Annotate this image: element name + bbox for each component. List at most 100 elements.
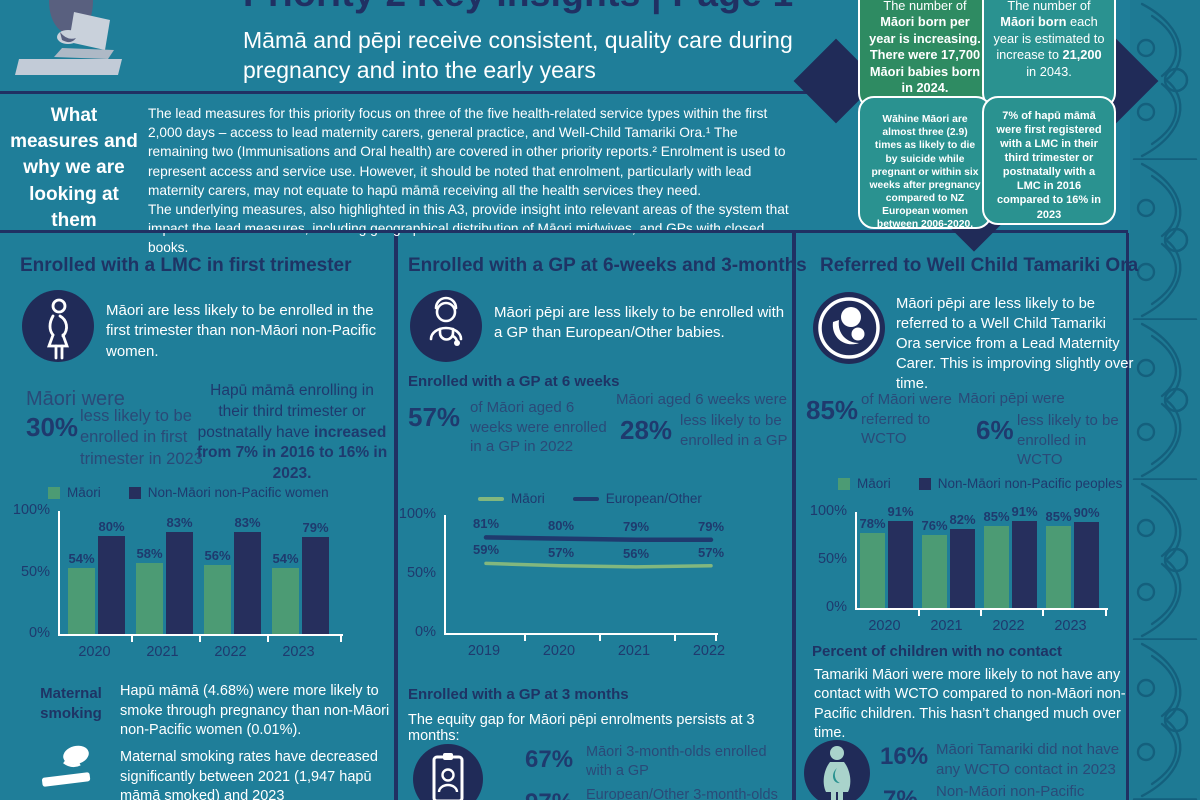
y-axis-tick-label: 50% bbox=[20, 563, 50, 580]
col3-title: Referred to Well Child Tamariki Ora bbox=[820, 255, 1139, 276]
bar-value-label: 54% bbox=[68, 550, 95, 566]
bar: 82% bbox=[949, 512, 976, 608]
line-value-label: 79% bbox=[622, 518, 650, 534]
bar-rect bbox=[166, 531, 193, 634]
col2-chart-legend: Māori European/Other bbox=[478, 491, 702, 506]
no-contact-text: Tamariki Māori were more likely to not h… bbox=[814, 667, 1126, 742]
bar-rect bbox=[302, 536, 329, 634]
stat-box-lmc-registration: 7% of hapū māmā were first registered wi… bbox=[982, 96, 1116, 225]
bar-value-label: 56% bbox=[204, 548, 231, 564]
bar: 76% bbox=[921, 518, 948, 608]
stat-box-births-projection: The number of Māori born each year is es… bbox=[982, 0, 1116, 109]
x-axis-tick bbox=[673, 635, 676, 641]
bar-rect bbox=[1074, 521, 1099, 608]
bar-group: 76% 82% bbox=[921, 512, 976, 608]
maternal-smoking-text-1: Hapū māmā (4.68%) were more likely to sm… bbox=[120, 683, 390, 739]
col1-note-normal: Hapū māmā enrolling in their third trime… bbox=[197, 382, 374, 441]
x-axis-tick-label: 2019 bbox=[467, 643, 501, 659]
gp-enrolment-line-chart: 59% 57% 56% 57% 81% 80% 79% 79% 0% 50% 100% 2019 202… bbox=[398, 506, 748, 659]
bar-value-label: 90% bbox=[1073, 504, 1100, 520]
bar-group: 85% 90% bbox=[1045, 504, 1100, 608]
measures-heading: What measures and why we are looking at … bbox=[10, 105, 138, 231]
wcto-6pct-intro: Māori pēpi were bbox=[958, 390, 1065, 407]
column-divider-1 bbox=[394, 233, 398, 800]
no-contact-7pct: 7% bbox=[883, 786, 918, 800]
x-axis-tick-label: 2021 bbox=[930, 618, 963, 634]
mother-child-koru-icon bbox=[813, 292, 885, 364]
bar-value-label: 83% bbox=[234, 514, 261, 530]
maternal-smoking-text-2: Maternal smoking rates have decreased si… bbox=[120, 749, 378, 800]
bar-value-label: 91% bbox=[1011, 503, 1038, 519]
col1-stat-value: 30% bbox=[26, 412, 79, 442]
x-axis-tick-label: 2020 bbox=[868, 618, 901, 634]
maori-legend-label: Māori bbox=[511, 491, 545, 506]
clipboard-person-icon bbox=[413, 744, 483, 800]
col1-title: Enrolled with a LMC in first trimester bbox=[20, 255, 352, 276]
col3-lead-text: Māori pēpi are less likely to be referre… bbox=[896, 296, 1134, 392]
col2-title: Enrolled with a GP at 6-weeks and 3-mont… bbox=[408, 255, 807, 276]
x-axis-tick-label: 2023 bbox=[1054, 618, 1087, 634]
maternal-smoking-label: Maternal smoking bbox=[40, 685, 102, 723]
col2-lead-text: Māori pēpi are less likely to be enrolle… bbox=[494, 304, 785, 342]
bar-group: 54% 80% bbox=[68, 519, 125, 634]
bar-value-label: 76% bbox=[921, 518, 948, 534]
bar: 90% bbox=[1073, 504, 1100, 608]
line-value-label: 57% bbox=[547, 544, 575, 560]
gp-3months-97pct-text: European/Other 3-month-olds bbox=[586, 787, 778, 800]
x-axis-tick bbox=[130, 636, 133, 642]
gp-3months-67pct: 67% bbox=[525, 746, 574, 773]
x-axis-tick bbox=[979, 610, 982, 616]
x-axis-tick bbox=[598, 635, 601, 641]
maori-legend-label: Māori bbox=[857, 476, 891, 491]
gp-6weeks-subheading: Enrolled with a GP at 6 weeks bbox=[408, 373, 620, 390]
bar: 78% bbox=[859, 516, 886, 608]
gp-6weeks-57pct: 57% bbox=[408, 402, 461, 432]
bar: 54% bbox=[68, 551, 95, 634]
lmc-enrolment-bar-chart: 54% 80% 58% 83% 56% 83% 54% 79% 0% 50% 100% 2020 202… bbox=[12, 502, 362, 660]
col1-stat-intro: Māori were bbox=[26, 388, 125, 410]
bar-rect bbox=[860, 533, 885, 608]
line-value-label: 80% bbox=[547, 517, 575, 533]
cigarette-icon bbox=[40, 742, 98, 796]
y-axis-tick-label: 0% bbox=[415, 624, 436, 640]
bar: 91% bbox=[887, 504, 914, 608]
gp-6weeks-28pct: 28% bbox=[620, 415, 673, 445]
maori-legend-swatch bbox=[838, 477, 850, 490]
bar-rect bbox=[68, 567, 95, 634]
bar-rect bbox=[922, 535, 947, 608]
x-axis-tick-label: 2021 bbox=[146, 644, 179, 660]
bar-value-label: 85% bbox=[1045, 509, 1072, 525]
bar-rect bbox=[984, 526, 1009, 608]
bar-groups: 78% 91% 76% 82% 85% 91% 85% 90% bbox=[857, 504, 1108, 608]
measures-paragraph-2: The underlying measures, also highlighte… bbox=[148, 201, 789, 256]
bar-rect bbox=[1012, 520, 1037, 608]
stat-box-text-bold: Māori born bbox=[1000, 14, 1067, 30]
x-axis-tick bbox=[715, 635, 717, 641]
bar-value-label: 80% bbox=[98, 518, 125, 534]
non-maori-legend-swatch bbox=[128, 486, 141, 499]
bar-value-label: 82% bbox=[949, 512, 976, 528]
gp-6weeks-28pct-text: less likely to be enrolled in a GP bbox=[680, 412, 788, 449]
bar-value-label: 58% bbox=[136, 545, 163, 561]
bar-rect bbox=[272, 567, 299, 634]
line-value-label: 56% bbox=[622, 545, 650, 561]
measures-body: The lead measures for this priority focu… bbox=[148, 104, 800, 257]
bar-value-label: 83% bbox=[166, 514, 193, 530]
chart-plot-area: 78% 91% 76% 82% 85% 91% 85% 90% bbox=[855, 504, 1108, 616]
bar-value-label: 54% bbox=[272, 550, 299, 566]
bar: 83% bbox=[166, 515, 193, 634]
pregnant-woman-icon bbox=[22, 290, 94, 362]
col1-stat-text: less likely to be enrolled in first trim… bbox=[80, 407, 203, 468]
x-axis-tick bbox=[340, 636, 342, 642]
gp-3months-67pct-text: Māori 3-month-olds enrolled with a GP bbox=[586, 744, 767, 779]
stat-box-suicide-risk: Wāhine Māori are almost three (2.9) time… bbox=[858, 96, 992, 230]
wcto-6pct-text: less likely to be enrolled in WCTO bbox=[1017, 412, 1119, 468]
wcto-6pct: 6% bbox=[976, 415, 1014, 445]
x-axis-tick-label: 2020 bbox=[78, 644, 111, 660]
x-axis-tick bbox=[198, 636, 201, 642]
non-maori-legend-swatch bbox=[918, 477, 931, 490]
line-value-label: 79% bbox=[697, 518, 725, 534]
bar-group: 85% 91% bbox=[983, 503, 1038, 608]
col1-lead-text: Māori are less likely to be enrolled in … bbox=[106, 302, 377, 360]
x-axis-tick bbox=[1105, 610, 1107, 616]
